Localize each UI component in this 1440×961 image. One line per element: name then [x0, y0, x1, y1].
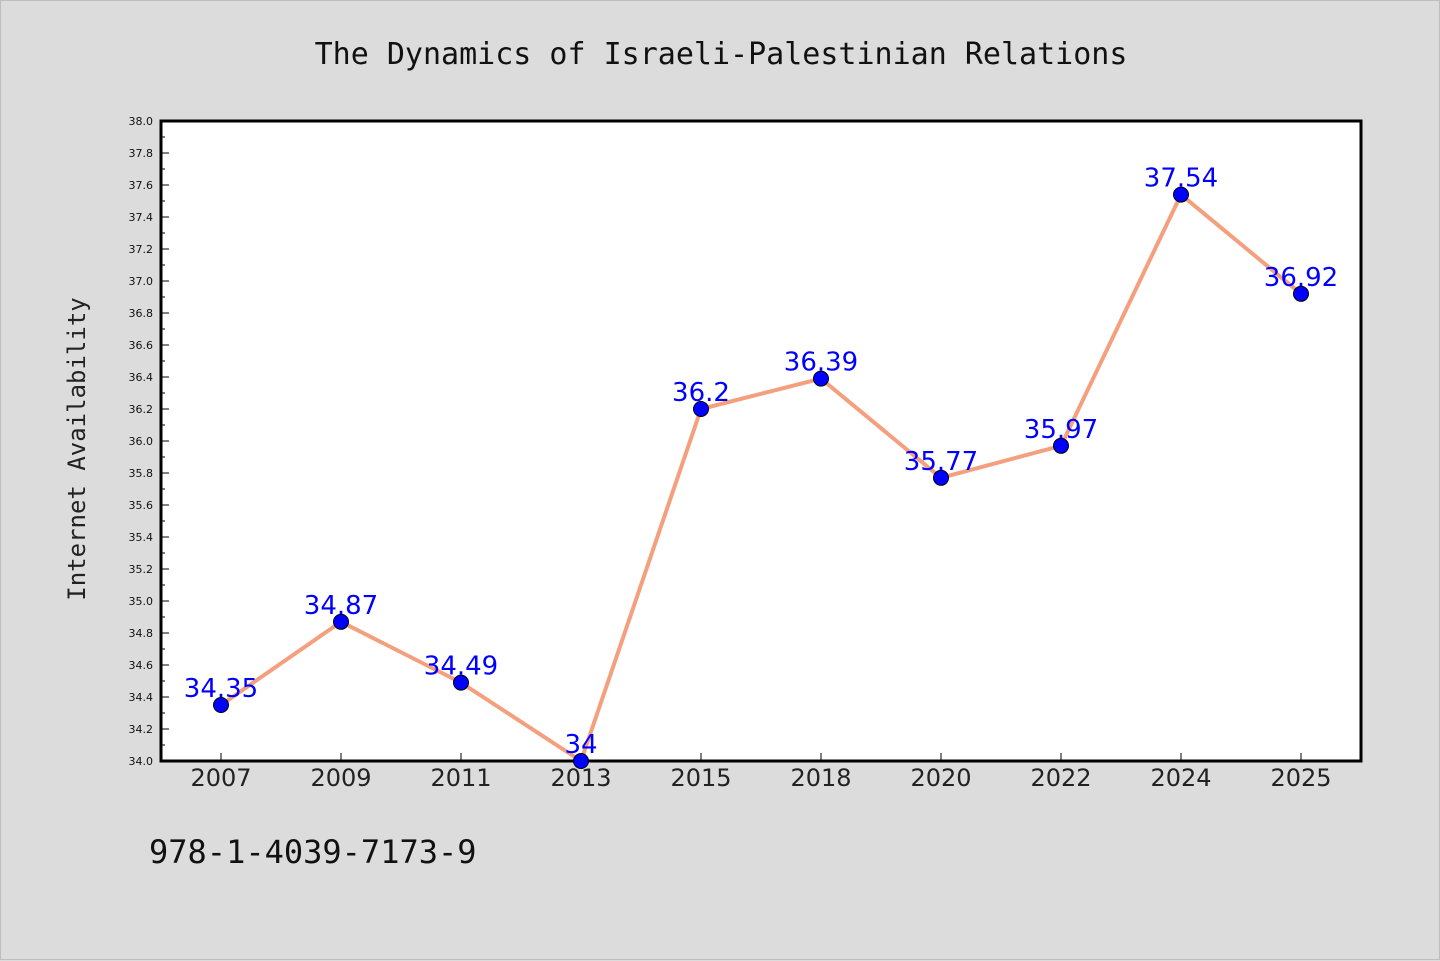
- y-axis-label: Internet Availability: [63, 297, 91, 600]
- y-tick-label: 36.2: [129, 403, 154, 416]
- x-tick-label: 2020: [910, 764, 971, 792]
- data-label: 36.92: [1264, 263, 1338, 293]
- chart-title: The Dynamics of Israeli-Palestinian Rela…: [315, 37, 1128, 72]
- y-tick-label: 36.4: [129, 371, 154, 384]
- data-point-marker: [333, 613, 349, 630]
- data-point-marker: [453, 674, 469, 691]
- isbn-text: 978-1-4039-7173-9: [149, 833, 477, 871]
- y-tick-label: 37.6: [129, 179, 154, 192]
- data-label: 36.2: [672, 378, 730, 408]
- x-tick-label: 2007: [190, 764, 251, 792]
- y-tick-label: 34.2: [129, 723, 154, 736]
- y-tick-label: 35.8: [129, 467, 154, 480]
- data-point-marker: [1173, 186, 1189, 203]
- data-point-marker: [573, 753, 589, 769]
- plot-area: [159, 119, 1363, 763]
- y-tick-label: 37.0: [129, 275, 154, 288]
- series-line-group: [219, 192, 1303, 763]
- x-tick-label: 2018: [790, 764, 851, 792]
- y-tick-label: 35.2: [129, 563, 154, 576]
- x-tick-label: 2024: [1150, 764, 1211, 792]
- data-labels-group: 34.35 34.87 34.49 34 36.2 36.39 35.77 35.97 37.5…: [184, 164, 1338, 760]
- data-point-marker: [693, 401, 709, 417]
- y-tick-label: 37.4: [129, 211, 154, 224]
- data-point-marker: [813, 370, 829, 387]
- series-markers-group: [213, 186, 1309, 769]
- y-tick-label: 36.8: [129, 307, 154, 320]
- y-tick-label: 34.4: [129, 691, 154, 704]
- y-tick-label: 36.0: [129, 435, 154, 448]
- data-point-marker: [213, 697, 229, 713]
- data-point-marker: [933, 469, 949, 486]
- y-tick-label: 37.8: [129, 147, 154, 160]
- x-tick-label: 2022: [1030, 764, 1091, 792]
- y-tick-label: 38.0: [129, 115, 154, 128]
- data-label: 35.77: [904, 447, 978, 477]
- x-axis: 2007 2009 2011 2013 2015 2018 2020 2022 2024 2025: [190, 753, 1332, 792]
- data-label: 37.54: [1144, 164, 1218, 194]
- x-tick-label: 2009: [310, 764, 371, 792]
- y-tick-label: 37.2: [129, 243, 154, 256]
- data-label: 35.97: [1024, 415, 1098, 445]
- data-label: 34: [564, 730, 597, 760]
- y-tick-label: 34.0: [129, 755, 154, 768]
- data-label: 34.49: [424, 652, 498, 682]
- data-point-marker: [1293, 285, 1309, 302]
- y-axis: 34.0 34.2 34.4 34.6 34.8 35.0 35.2 35.4 35.6 35.8…: [129, 115, 169, 768]
- x-tick-label: 2011: [430, 764, 491, 792]
- y-tick-label: 35.0: [129, 595, 154, 608]
- data-label: 34.35: [184, 674, 258, 704]
- data-label: 36.39: [784, 348, 858, 378]
- y-tick-label: 34.8: [129, 627, 154, 640]
- series-line: [219, 192, 1303, 763]
- y-tick-label: 35.4: [129, 531, 154, 544]
- y-tick-label: 34.6: [129, 659, 154, 672]
- x-tick-label: 2015: [670, 764, 731, 792]
- x-tick-label: 2025: [1270, 764, 1331, 792]
- y-tick-label: 35.6: [129, 499, 154, 512]
- data-point-marker: [1053, 437, 1069, 454]
- y-tick-label: 36.6: [129, 339, 154, 352]
- data-label: 34.87: [304, 591, 378, 621]
